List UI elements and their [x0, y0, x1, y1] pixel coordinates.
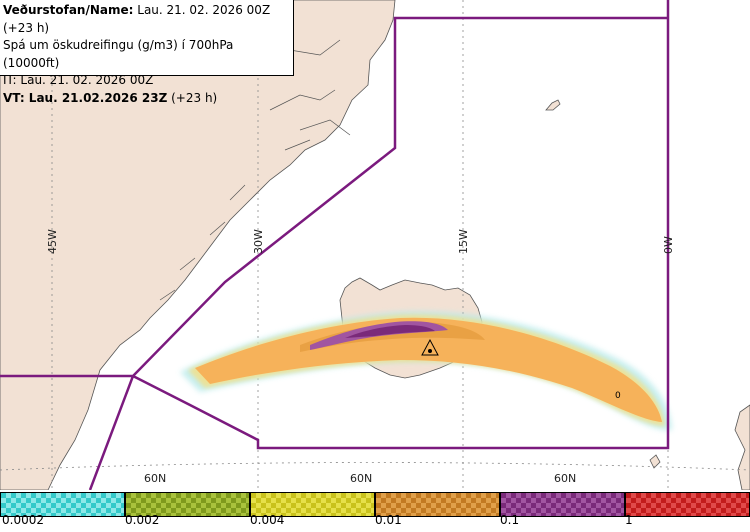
- contour-label: 0: [615, 391, 621, 401]
- lon-label-45w: 45W: [46, 229, 59, 254]
- concentration-legend: [0, 490, 750, 532]
- ash-plume: [180, 311, 672, 431]
- legend-bin-4: [375, 492, 500, 517]
- greenland-fjords: [159, 39, 351, 301]
- legend-tick-4: 0.1: [500, 513, 520, 527]
- lat-label-60n-center: 60N: [350, 472, 372, 485]
- valid-time-label: VT: Lau. 21.02.2026 23Z: [3, 90, 168, 105]
- legend-bin-1: [0, 492, 125, 517]
- forecast-info-box: Veðurstofan/Name: Lau. 21. 02. 2026 00Z …: [0, 0, 294, 105]
- faroe-islands: [649, 454, 661, 469]
- info-line-producer: Veðurstofan/Name: Lau. 21. 02. 2026 00Z …: [3, 2, 293, 37]
- info-line-product: Spá um öskudreifingu (g/m3) í 700hPa (10…: [3, 38, 234, 70]
- producer-value: Lau. 21. 02. 2026 00Z (+23 h): [3, 3, 271, 35]
- legend-bin-5: [500, 492, 625, 517]
- lon-label-0w: 0W: [662, 236, 675, 254]
- legend-tick-0: 0.0002: [2, 513, 44, 527]
- legend-tick-1: 0.002: [125, 513, 160, 527]
- legend-bin-3: [250, 492, 375, 517]
- producer-label: Veðurstofan/Name:: [3, 3, 134, 17]
- scandinavia-coast: [734, 404, 750, 490]
- legend-bin-2: [125, 492, 250, 517]
- legend-bin-6: [625, 492, 750, 517]
- lon-label-30w: 30W: [252, 229, 265, 254]
- fir-boundary: [0, 0, 670, 490]
- island-small: [545, 99, 561, 111]
- info-line-valid-time: VT: Lau. 21.02.2026 23Z (+23 h): [3, 90, 293, 108]
- lat-label-60n-left: 60N: [144, 472, 166, 485]
- volcano-marker-icon: [421, 338, 439, 356]
- info-line-initial-time: IT: Lau. 21. 02. 2026 00Z: [3, 73, 154, 87]
- legend-tick-3: 0.01: [375, 513, 402, 527]
- legend-tick-2: 0.004: [250, 513, 285, 527]
- valid-time-offset: (+23 h): [167, 90, 218, 105]
- lat-label-60n-right: 60N: [554, 472, 576, 485]
- ash-dispersion-map: 0 45W 30W 15W 0W 60N 60N 60N: [0, 0, 750, 490]
- legend-tick-5: 1: [625, 513, 633, 527]
- greenland-landmass: [0, 0, 396, 490]
- lon-label-15w: 15W: [457, 229, 470, 254]
